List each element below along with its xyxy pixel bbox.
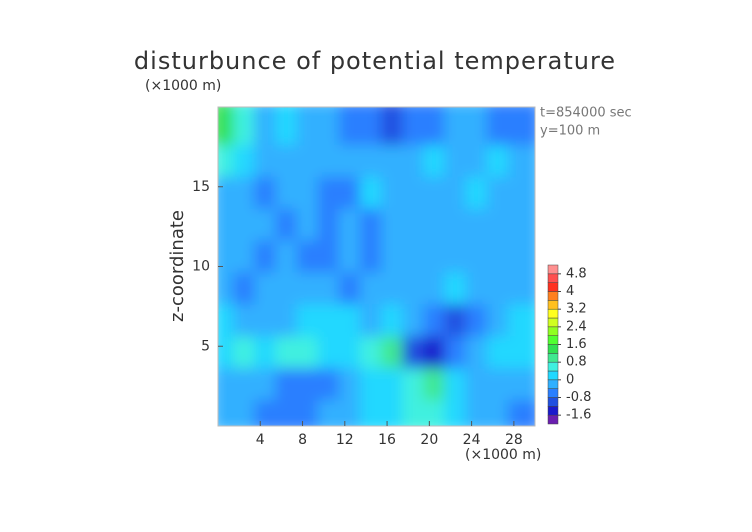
cells [218, 107, 535, 426]
x-tick-label: 20 [420, 432, 438, 448]
cell [507, 107, 535, 145]
chart-title: disturbunce of potential temperature [134, 47, 616, 75]
annotation: t=854000 sec [540, 106, 632, 121]
colorbar-segment [547, 317, 559, 328]
colorbar-tick-label: -0.8 [566, 390, 591, 405]
y-tick-label: 15 [192, 179, 210, 195]
colorbar-segment [547, 353, 559, 363]
colorbar-tick-label: 0.8 [566, 355, 587, 370]
x-tick-label: 16 [378, 432, 396, 448]
colorbar-segment [547, 326, 559, 336]
y-axis-label: z-coordinate [167, 210, 188, 322]
colorbar-segment [547, 308, 559, 319]
field [218, 107, 535, 426]
colorbar-tick-label: 3.2 [566, 302, 587, 317]
colorbar-segment [547, 335, 559, 345]
colorbar-segment [547, 414, 559, 425]
x-unit: (×1000 m) [465, 447, 541, 463]
colorbar-segment [547, 300, 559, 310]
colorbar-tick-label: 4.8 [566, 266, 587, 281]
y-unit: (×1000 m) [145, 78, 221, 94]
x-tick-label: 28 [505, 432, 523, 448]
colorbar-segment [547, 282, 559, 292]
x-tick-label: 12 [336, 432, 354, 448]
colorbar-segment [547, 291, 559, 301]
colorbar-segment [547, 388, 559, 398]
x-tick-label: 4 [256, 432, 265, 448]
colorbar-segment [547, 370, 559, 381]
colorbar-tick-label: 2.4 [566, 319, 587, 334]
colorbar-segment [547, 361, 559, 372]
colorbar-tick-label: 1.6 [566, 337, 587, 352]
y-tick-label: 5 [201, 338, 210, 354]
x-tick-label: 24 [463, 432, 481, 448]
axes: 4 8 12 16 20 24 28 5 10 15 -1.6 -0.8 0 0.8 1.6 2.4 3.2 4 4… [192, 106, 591, 448]
colorbar-segment [547, 344, 559, 354]
colorbar-segment [547, 379, 559, 389]
colorbar-segment [547, 264, 559, 275]
y-tick-label: 10 [192, 259, 210, 275]
colorbar-tick-label: -1.6 [566, 408, 591, 423]
x-tick-label: 8 [298, 432, 307, 448]
colorbar-segment [547, 273, 559, 283]
colorbar-tick-label: 0 [566, 372, 574, 387]
colorbar-segment [547, 406, 559, 416]
colorbar-segment [547, 397, 559, 407]
annotation: y=100 m [540, 124, 600, 139]
colorbar-tick-label: 4 [566, 284, 574, 299]
